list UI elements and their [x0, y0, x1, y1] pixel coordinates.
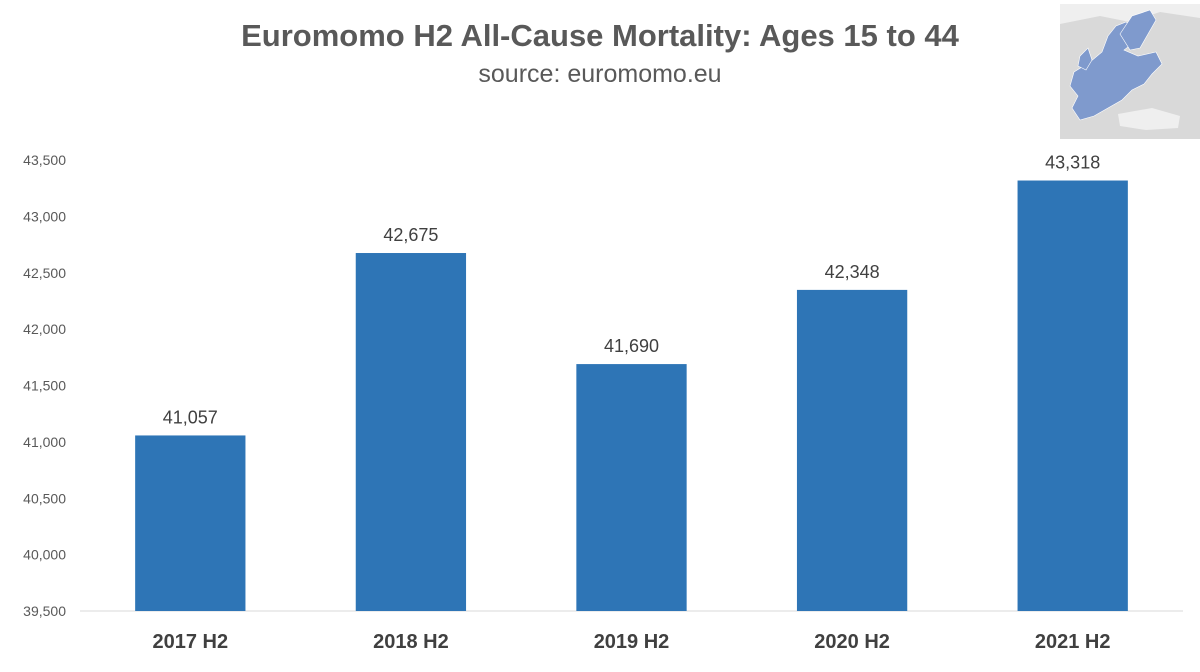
data-label: 41,057 [163, 407, 218, 427]
bar-2020-h2 [796, 289, 908, 611]
map-scandinavia [1119, 9, 1157, 51]
data-label: 42,348 [825, 262, 880, 282]
x-tick-label: 2017 H2 [152, 631, 228, 653]
chart-title: Euromomo H2 All-Cause Mortality: Ages 15… [241, 18, 959, 53]
y-tick-label: 42,500 [23, 265, 66, 281]
map-sea [1118, 108, 1180, 130]
y-tick-label: 43,000 [23, 208, 66, 224]
x-axis: 2017 H2 2018 H2 2019 H2 2020 H2 2021 H2 [152, 631, 1110, 653]
x-tick-label: 2020 H2 [814, 631, 890, 653]
map-uk [1077, 47, 1093, 71]
europe-map-icon [1060, 4, 1200, 139]
bar-2017-h2 [135, 435, 246, 611]
bar-2018-h2 [355, 253, 467, 612]
data-label: 42,675 [383, 225, 438, 245]
y-axis: 39,500 40,000 40,500 41,000 41,500 42,000 42,5… [23, 152, 66, 619]
y-tick-label: 41,500 [23, 378, 66, 394]
data-label: 41,690 [604, 336, 659, 356]
map-eu-region [1069, 21, 1163, 121]
y-tick-label: 43,500 [23, 152, 66, 168]
y-tick-label: 42,000 [23, 321, 66, 337]
data-labels: 41,057 42,675 41,690 42,348 43,318 [163, 153, 1100, 428]
bars [135, 180, 1128, 612]
chart-subtitle: source: euromomo.eu [478, 60, 721, 88]
y-tick-label: 40,000 [23, 547, 66, 563]
x-tick-label: 2018 H2 [373, 631, 449, 653]
bar-2021-h2 [1017, 180, 1128, 611]
y-tick-label: 41,000 [23, 434, 66, 450]
x-tick-label: 2019 H2 [594, 631, 670, 653]
bar-2019-h2 [576, 364, 687, 611]
y-tick-label: 40,500 [23, 490, 66, 506]
x-tick-label: 2021 H2 [1035, 631, 1111, 653]
data-label: 43,318 [1045, 153, 1100, 173]
y-tick-label: 39,500 [23, 603, 66, 619]
